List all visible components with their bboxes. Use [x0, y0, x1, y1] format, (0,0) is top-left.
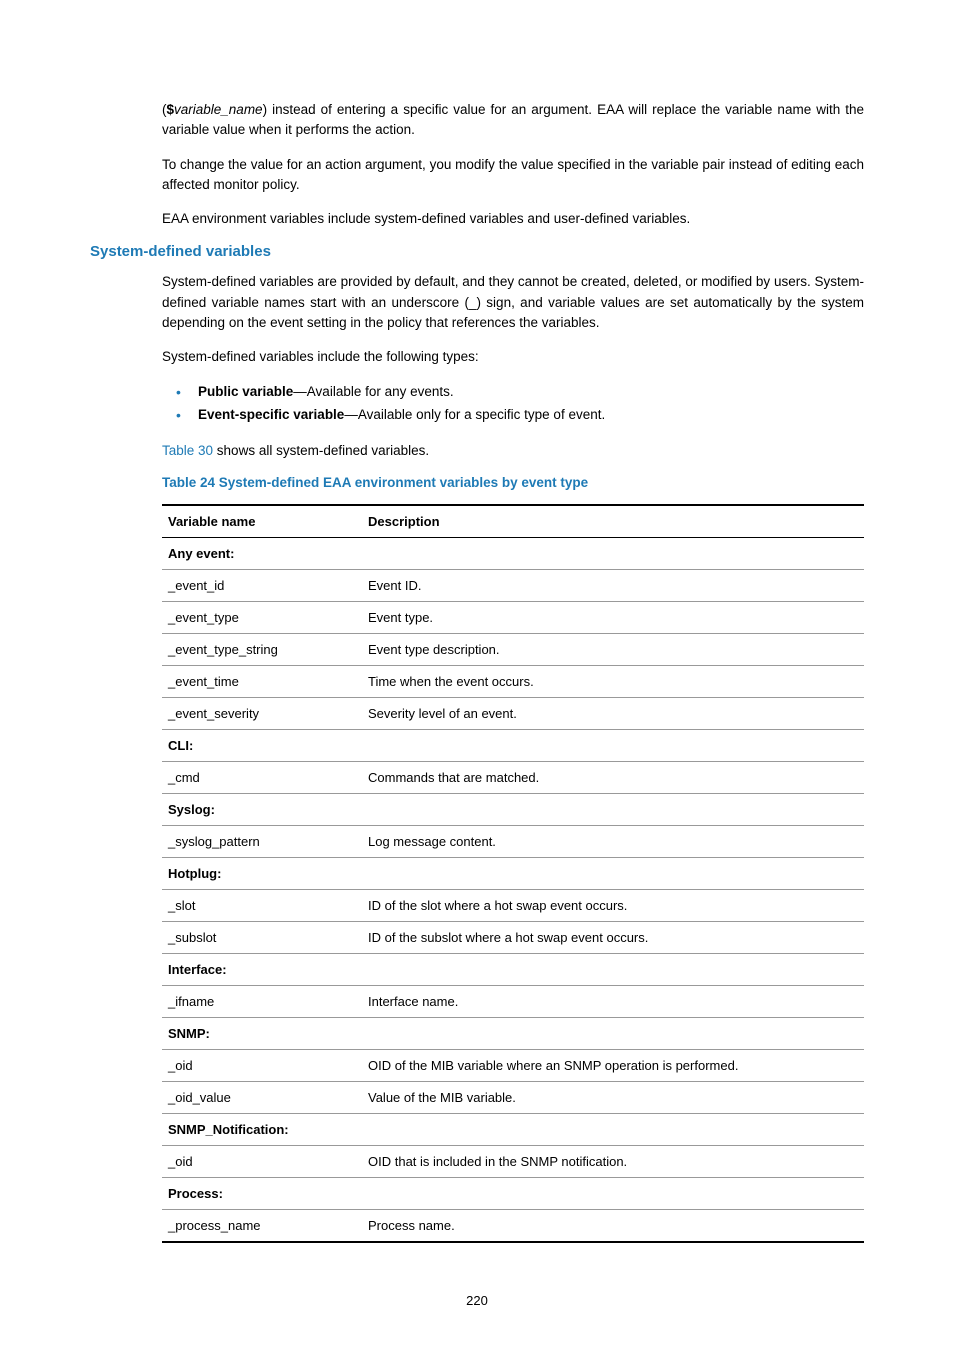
table-cell: _event_type: [162, 602, 362, 634]
table-cell: _syslog_pattern: [162, 826, 362, 858]
table-cell: Commands that are matched.: [362, 762, 864, 794]
intro-paragraph-3: EAA environment variables include system…: [162, 209, 864, 229]
table-row: _oid_valueValue of the MIB variable.: [162, 1082, 864, 1114]
table-cell: _event_time: [162, 666, 362, 698]
bullet-bold: Event-specific variable: [198, 407, 344, 422]
table-cell: Process name.: [362, 1210, 864, 1243]
table-row: _process_nameProcess name.: [162, 1210, 864, 1243]
intro-paragraph-1: ($variable_name) instead of entering a s…: [162, 100, 864, 141]
bullet-text: —Available only for a specific type of e…: [344, 407, 605, 422]
table-cell: _slot: [162, 890, 362, 922]
table-header-cell: Description: [362, 505, 864, 538]
table-row: CLI:: [162, 730, 864, 762]
table-row: _syslog_patternLog message content.: [162, 826, 864, 858]
table-row: _slotID of the slot where a hot swap eve…: [162, 890, 864, 922]
bullet-item: Event-specific variable—Available only f…: [162, 404, 864, 427]
table-caption: Table 24 System-defined EAA environment …: [162, 475, 864, 490]
table-cell: Time when the event occurs.: [362, 666, 864, 698]
table-row: _cmdCommands that are matched.: [162, 762, 864, 794]
table-row: _subslotID of the subslot where a hot sw…: [162, 922, 864, 954]
table-row: _oidOID of the MIB variable where an SNM…: [162, 1050, 864, 1082]
table-row: SNMP_Notification:: [162, 1114, 864, 1146]
bullet-bold: Public variable: [198, 384, 293, 399]
table-row: _event_typeEvent type.: [162, 602, 864, 634]
content-area: ($variable_name) instead of entering a s…: [162, 100, 864, 229]
table-cell: [362, 1114, 864, 1146]
variables-table: Variable name Description Any event:_eve…: [162, 504, 864, 1243]
table-cell: ID of the subslot where a hot swap event…: [362, 922, 864, 954]
table-cell: SNMP:: [162, 1018, 362, 1050]
bullet-list: Public variable—Available for any events…: [162, 381, 864, 427]
table-cell: [362, 1018, 864, 1050]
table-row: Any event:: [162, 538, 864, 570]
table-header-cell: Variable name: [162, 505, 362, 538]
table-header-row: Variable name Description: [162, 505, 864, 538]
table-row: Syslog:: [162, 794, 864, 826]
table-cell: ID of the slot where a hot swap event oc…: [362, 890, 864, 922]
table-cell: OID of the MIB variable where an SNMP op…: [362, 1050, 864, 1082]
body-paragraph-3: Table 30 shows all system-defined variab…: [162, 441, 864, 461]
table-row: Process:: [162, 1178, 864, 1210]
table-cell: Value of the MIB variable.: [362, 1082, 864, 1114]
table-cell: _event_type_string: [162, 634, 362, 666]
table-cell: _event_severity: [162, 698, 362, 730]
table-cell: Process:: [162, 1178, 362, 1210]
table-cell: _oid_value: [162, 1082, 362, 1114]
table-cell: [362, 954, 864, 986]
table-cell: [362, 1178, 864, 1210]
table-cell: OID that is included in the SNMP notific…: [362, 1146, 864, 1178]
table-cell: SNMP_Notification:: [162, 1114, 362, 1146]
table-row: _oidOID that is included in the SNMP not…: [162, 1146, 864, 1178]
table-row: _event_idEvent ID.: [162, 570, 864, 602]
table-cell: CLI:: [162, 730, 362, 762]
table-cell: _process_name: [162, 1210, 362, 1243]
page-container: ($variable_name) instead of entering a s…: [0, 0, 954, 1348]
table-cell: Syslog:: [162, 794, 362, 826]
bullet-item: Public variable—Available for any events…: [162, 381, 864, 404]
table-row: _event_type_stringEvent type description…: [162, 634, 864, 666]
table-cell: _cmd: [162, 762, 362, 794]
table-row: _event_severitySeverity level of an even…: [162, 698, 864, 730]
table-cell: Severity level of an event.: [362, 698, 864, 730]
table-cell: Log message content.: [362, 826, 864, 858]
table-cell: Hotplug:: [162, 858, 362, 890]
table-cell: Event type.: [362, 602, 864, 634]
table-cell: [362, 858, 864, 890]
section-heading: System-defined variables: [90, 243, 864, 260]
table-row: _event_timeTime when the event occurs.: [162, 666, 864, 698]
section-body: System-defined variables are provided by…: [162, 272, 864, 1243]
bullet-text: —Available for any events.: [293, 384, 453, 399]
text-bold: $: [167, 102, 175, 117]
table-cell: Interface:: [162, 954, 362, 986]
table-cell: Interface name.: [362, 986, 864, 1018]
text: ) instead of entering a specific value f…: [162, 102, 864, 137]
intro-paragraph-2: To change the value for an action argume…: [162, 155, 864, 196]
table-cell: _oid: [162, 1146, 362, 1178]
table-cell: _ifname: [162, 986, 362, 1018]
table-cell: [362, 794, 864, 826]
body-paragraph-1: System-defined variables are provided by…: [162, 272, 864, 333]
table-cell: [362, 538, 864, 570]
table-row: SNMP:: [162, 1018, 864, 1050]
table-cell: _oid: [162, 1050, 362, 1082]
text-italic: variable_name: [174, 102, 263, 117]
table-row: Interface:: [162, 954, 864, 986]
table-reference-link[interactable]: Table 30: [162, 443, 213, 458]
table-cell: _event_id: [162, 570, 362, 602]
table-body: Any event:_event_idEvent ID._event_typeE…: [162, 538, 864, 1243]
table-cell: [362, 730, 864, 762]
table-cell: _subslot: [162, 922, 362, 954]
table-cell: Any event:: [162, 538, 362, 570]
table-cell: Event ID.: [362, 570, 864, 602]
text: shows all system-defined variables.: [213, 443, 429, 458]
table-cell: Event type description.: [362, 634, 864, 666]
table-row: Hotplug:: [162, 858, 864, 890]
table-row: _ifnameInterface name.: [162, 986, 864, 1018]
body-paragraph-2: System-defined variables include the fol…: [162, 347, 864, 367]
